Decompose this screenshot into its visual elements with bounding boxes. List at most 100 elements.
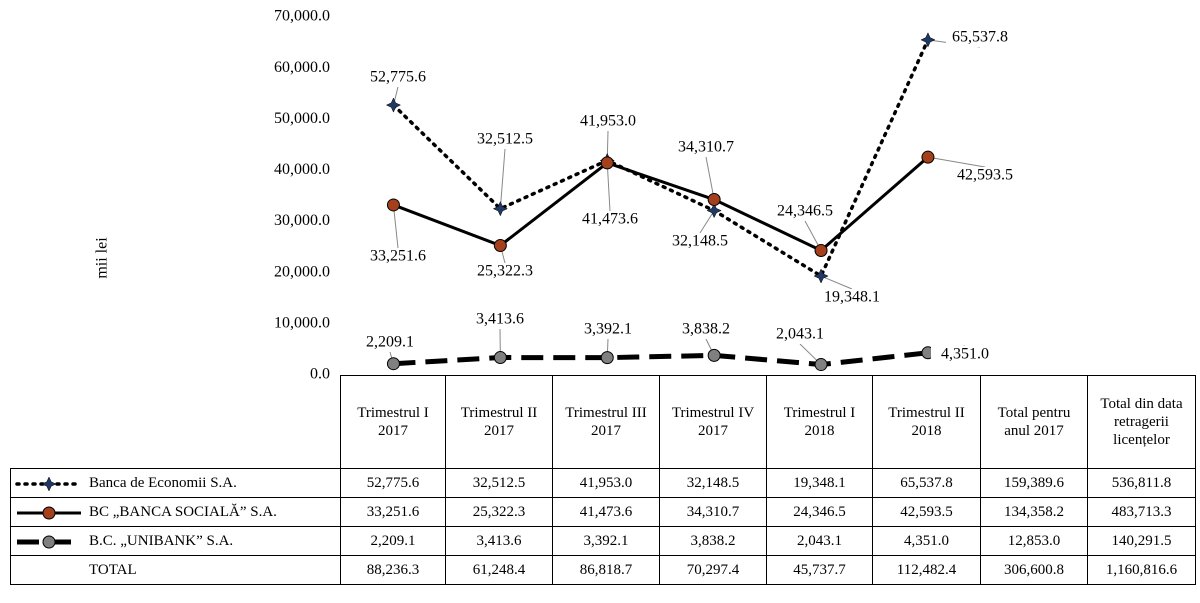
y-tick-label: 60,000.0 (274, 59, 330, 76)
table-row: TOTAL 88,236.3 61,248.4 86,818.7 70,297.4 45,… (10, 555, 1196, 585)
data-label: 52,775.6 (370, 69, 426, 86)
marker (493, 238, 507, 252)
label-bg (931, 346, 999, 364)
header-cell: Total din data retragerii licențelor (1087, 375, 1196, 469)
y-tick-label: 20,000.0 (274, 263, 330, 280)
value-cell: 32,148.5 (659, 468, 767, 498)
marker (707, 193, 721, 207)
value-cell: 12,853.0 (980, 526, 1088, 556)
marker (386, 357, 400, 371)
value-cell: 32,512.5 (445, 468, 553, 498)
value-cell: 65,537.8 (872, 468, 981, 498)
value-cell: 134,358.2 (980, 497, 1088, 527)
marker (920, 32, 936, 48)
leader-line (606, 162, 611, 212)
data-label: 4,351.0 (941, 346, 989, 363)
corner-cell (10, 375, 341, 469)
data-label: 24,346.5 (777, 203, 833, 220)
leader-line (927, 156, 986, 168)
data-label: 2,209.1 (366, 334, 414, 351)
value-cell: 45,737.7 (766, 555, 873, 585)
value-cell: 41,473.6 (552, 497, 660, 527)
table-row: Banca de Economii S.A. 52,775.6 32,512.5 41… (10, 468, 1196, 498)
data-label: 25,322.3 (477, 263, 533, 280)
label-bg (672, 321, 740, 339)
data-label: 3,392.1 (584, 321, 632, 338)
marker (706, 202, 722, 219)
legend-label: BC „BANCA SOCIALĂ” S.A. (89, 504, 277, 520)
label-bg (471, 263, 539, 281)
data-label: 33,251.6 (370, 248, 426, 265)
header-cell: Trimestrul II 2017 (445, 375, 553, 469)
legend-label: B.C. „UNIBANK” S.A. (89, 533, 234, 549)
value-cell: 159,389.6 (980, 468, 1088, 498)
value-cell: 3,413.6 (445, 526, 553, 556)
value-cell: 88,236.3 (340, 555, 446, 585)
data-table: Trimestrul I 2017 Trimestrul II 2017 Trime… (10, 375, 1196, 585)
value-cell: 536,811.8 (1087, 468, 1196, 498)
header-cell: Trimestrul IV 2017 (659, 375, 767, 469)
data-label: 41,953.0 (580, 113, 636, 130)
series-line (393, 350, 929, 368)
legend-sample (17, 506, 81, 520)
value-cell: 25,322.3 (445, 497, 553, 527)
label-bg (766, 326, 834, 344)
value-cell: 24,346.5 (766, 497, 873, 527)
y-tick-label: 50,000.0 (274, 110, 330, 127)
marker (41, 475, 57, 492)
series-name-cell: BC „BANCA SOCIALĂ” S.A. (10, 497, 341, 527)
y-tick-label: 40,000.0 (274, 161, 330, 178)
legend-sample (15, 475, 83, 492)
data-label: 42,593.5 (957, 167, 1013, 184)
label-bg (672, 139, 740, 157)
value-cell: 3,392.1 (552, 526, 660, 556)
label-bg (666, 233, 734, 251)
label-bg (951, 167, 1019, 185)
header-cell: Trimestrul I 2017 (340, 375, 446, 469)
label-bg (576, 211, 644, 229)
value-cell: 52,775.6 (340, 468, 446, 498)
label-bg (946, 29, 1014, 47)
y-axis-label: mii lei (94, 237, 111, 279)
value-cell: 112,482.4 (872, 555, 981, 585)
marker (921, 150, 935, 164)
header-cell: Trimestrul III 2017 (552, 375, 660, 469)
series-line (392, 156, 929, 253)
header-cell: Total pentru anul 2017 (980, 375, 1088, 469)
value-cell: 2,043.1 (766, 526, 873, 556)
value-cell: 306,600.8 (980, 555, 1088, 585)
marker (813, 268, 829, 284)
label-bg (771, 203, 839, 221)
leader-line (392, 204, 399, 249)
marker (42, 535, 56, 549)
data-label: 2,043.1 (776, 326, 824, 343)
marker (385, 97, 402, 113)
header-cell: Trimestrul II 2018 (872, 375, 981, 469)
total-label-cell: TOTAL (10, 555, 341, 585)
series-name-cell: Banca de Economii S.A. (10, 468, 341, 498)
leader-line (699, 210, 715, 234)
label-bg (364, 69, 432, 87)
data-label: 3,838.2 (682, 321, 730, 338)
marker (814, 358, 828, 372)
value-cell: 33,251.6 (340, 497, 446, 527)
legend-sample (17, 535, 81, 549)
label-bg (471, 131, 539, 149)
data-label: 34,310.7 (678, 139, 734, 156)
value-cell: 4,351.0 (872, 526, 981, 556)
label-bg (356, 334, 424, 352)
header-cell: Trimestrul I 2018 (766, 375, 873, 469)
marker (600, 351, 614, 365)
leader-line (499, 148, 506, 209)
table-row: B.C. „UNIBANK” S.A. 2,209.1 3,413.6 3,392.1… (10, 526, 1196, 556)
marker (493, 351, 507, 365)
value-cell: 61,248.4 (445, 555, 553, 585)
table-row: Trimestrul I 2017 Trimestrul II 2017 Trime… (10, 375, 1196, 469)
marker (492, 201, 508, 217)
data-label: 32,512.5 (477, 131, 533, 148)
value-cell: 140,291.5 (1087, 526, 1196, 556)
value-cell: 19,348.1 (766, 468, 873, 498)
value-cell: 1,160,816.6 (1087, 555, 1196, 585)
